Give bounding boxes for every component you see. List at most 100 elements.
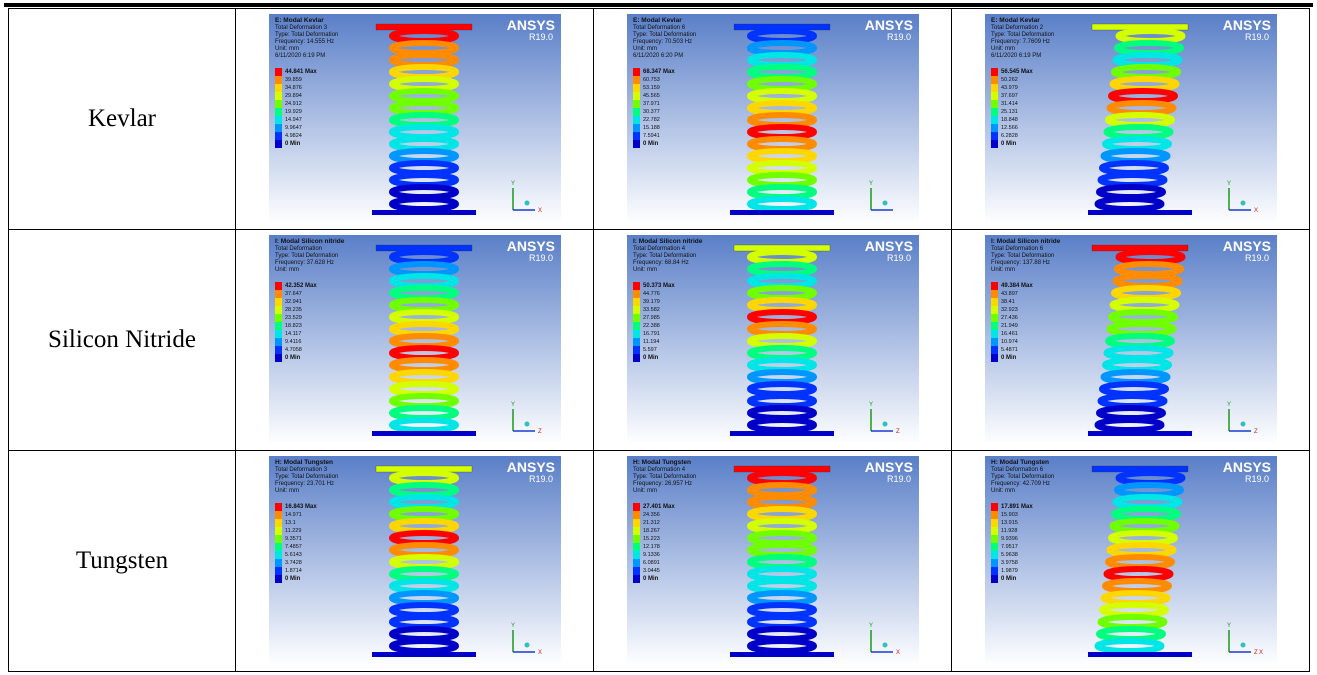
legend-label: 7.9517: [1001, 544, 1018, 550]
legend-swatch: [991, 108, 998, 116]
legend-label: 31.414: [1001, 101, 1018, 107]
legend-label: 39.179: [643, 299, 660, 305]
version: R19.0: [1244, 474, 1268, 484]
legend-label: 12.566: [1001, 125, 1018, 131]
legend-swatch: [991, 535, 998, 543]
image-cell: I: Modal Silicon nitrideTotal Deformatio…: [594, 230, 952, 451]
legend-label: 30.377: [643, 109, 660, 115]
legend-label: 16.461: [1001, 331, 1018, 337]
legend-label: 4.7058: [285, 347, 302, 353]
legend-label: 24.356: [643, 512, 660, 518]
legend-swatch: [991, 511, 998, 519]
legend-swatch: [991, 140, 998, 148]
legend-label: 12.178: [643, 544, 660, 550]
legend-label: 1.9879: [1001, 568, 1018, 574]
plot-header: Unit: mm: [991, 267, 1015, 273]
plot-header: Total Deformation 3: [275, 467, 328, 473]
image-cell: I: Modal Silicon nitrideTotal Deformatio…: [952, 230, 1310, 451]
legend-label: 68.347 Max: [643, 69, 675, 75]
legend-swatch: [275, 551, 282, 559]
legend-label: 5.6143: [285, 552, 302, 558]
plot-header: H: Modal Tungsten: [275, 459, 333, 466]
legend-swatch: [633, 116, 640, 124]
plot-header: Total Deformation 6: [991, 467, 1044, 473]
legend-label: 18.823: [285, 323, 302, 329]
legend-label: 6.0891: [643, 560, 660, 566]
legend-label: 25.131: [1001, 109, 1018, 115]
ansys-plot: I: Modal Silicon nitrideTotal Deformatio…: [627, 235, 919, 445]
legend-swatch: [991, 346, 998, 354]
plot-header: Unit: mm: [275, 488, 299, 494]
axis-label: Y: [1227, 402, 1231, 408]
spring-base-plate: [372, 431, 476, 436]
legend-label: 50.373 Max: [643, 283, 675, 289]
axis-dot: [882, 201, 887, 206]
legend-swatch: [275, 503, 282, 511]
material-cell: Kevlar: [9, 9, 236, 230]
legend-label: 21.949: [1001, 323, 1018, 329]
plot-header: Frequency: 26.957 Hz: [633, 481, 692, 487]
axis-dot: [1240, 422, 1245, 427]
ansys-plot: H: Modal TungstenTotal Deformation 3Type…: [269, 456, 561, 666]
legend-swatch: [275, 567, 282, 575]
brand: ANSYS: [1222, 17, 1270, 33]
legend-label: 28.235: [285, 307, 302, 313]
spring-base-plate: [730, 431, 834, 436]
legend-swatch: [275, 519, 282, 527]
plot-header: 6/11/2020 6:19 PM: [991, 53, 1041, 59]
legend-swatch: [275, 84, 282, 92]
brand: ANSYS: [864, 238, 912, 254]
plot-header: Type: Total Deformation: [991, 253, 1054, 259]
brand: ANSYS: [1222, 238, 1270, 254]
legend-label: 44.776: [643, 291, 660, 297]
legend-label: 53.159: [643, 85, 660, 91]
legend-swatch: [275, 543, 282, 551]
version: R19.0: [528, 253, 552, 263]
axis-dot: [1240, 643, 1245, 648]
legend-swatch: [275, 511, 282, 519]
legend-label: 5.597: [643, 347, 657, 353]
axis-label: Y: [869, 402, 873, 408]
plot-header: Frequency: 23.701 Hz: [275, 481, 334, 487]
legend-swatch: [275, 559, 282, 567]
image-cell: H: Modal TungstenTotal Deformation 4Type…: [594, 451, 952, 672]
legend-label: 3.9758: [1001, 560, 1018, 566]
axis-label: Y: [1227, 181, 1231, 187]
plot-header: Type: Total Deformation: [633, 32, 696, 38]
legend-swatch: [275, 140, 282, 148]
legend-label: 11.928: [1001, 528, 1017, 534]
legend-swatch: [991, 567, 998, 575]
legend-label: 24.912: [285, 101, 302, 107]
spring-base-plate: [372, 652, 476, 657]
plot-header: Unit: mm: [275, 267, 299, 273]
legend-swatch: [633, 338, 640, 346]
legend-swatch: [633, 519, 640, 527]
spring-base-plate: [730, 652, 834, 657]
legend-label: 32.941: [285, 299, 302, 305]
legend-swatch: [991, 76, 998, 84]
legend-label: 22.388: [643, 323, 660, 329]
legend-swatch: [991, 100, 998, 108]
version: R19.0: [1244, 32, 1268, 42]
legend-swatch: [633, 559, 640, 567]
legend-swatch: [633, 92, 640, 100]
plot-header: Unit: mm: [633, 488, 657, 494]
legend-label: 22.782: [643, 117, 660, 123]
legend-label: 43.897: [1001, 291, 1018, 297]
legend-label: 10.974: [1001, 339, 1018, 345]
legend-swatch: [275, 527, 282, 535]
image-cell: E: Modal KevlarTotal Deformation 2Type: …: [952, 9, 1310, 230]
axis-label: Y: [511, 181, 515, 187]
legend-label: 3.0445: [643, 568, 660, 574]
results-table: KevlarE: Modal KevlarTotal Deformation 3…: [8, 8, 1310, 672]
legend-swatch: [991, 519, 998, 527]
legend-swatch: [275, 92, 282, 100]
legend-label: 43.979: [1001, 85, 1018, 91]
ansys-plot: I: Modal Silicon nitrideTotal Deformatio…: [269, 235, 561, 445]
legend-label: 38.41: [1001, 299, 1015, 305]
legend-label: 18.267: [643, 528, 660, 534]
legend-label: 9.9647: [285, 125, 302, 131]
